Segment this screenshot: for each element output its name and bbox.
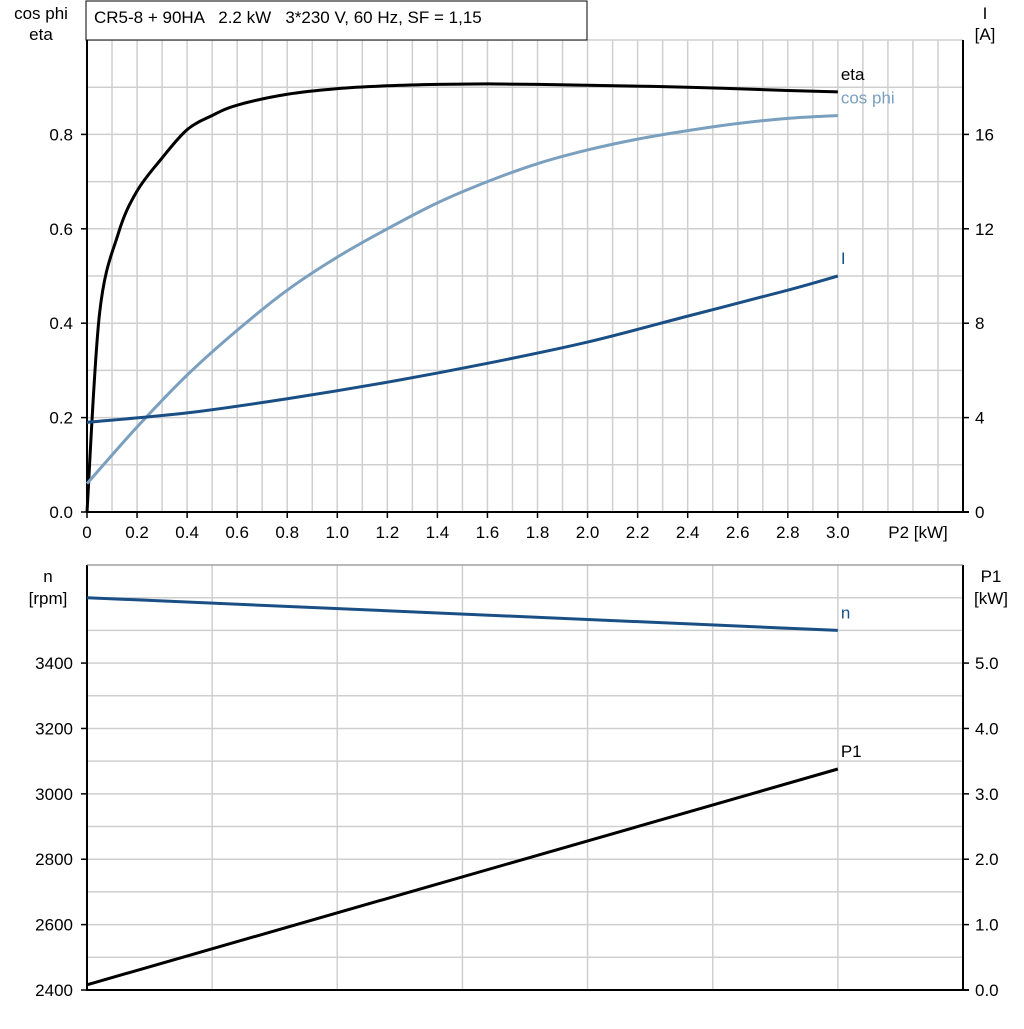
series-n-line [86, 596, 838, 632]
x-tick-label: 2.6 [726, 523, 750, 542]
x-tick-label: 1.2 [376, 523, 400, 542]
bottom-chart: 2400 2600 2800 3000 3200 3400 0.0 1.0 2.0 3.0 4.0 5… [35, 564, 999, 1000]
x-tick-label: 3.0 [826, 523, 850, 542]
left-tick-label: 0.2 [49, 409, 73, 428]
series-cos-phi-label: cos phi [841, 89, 895, 108]
left-tick-label: 0.4 [49, 314, 73, 333]
series-eta-label: eta [841, 65, 865, 84]
series-i-line [86, 274, 839, 424]
x-tick-label: 2.2 [626, 523, 650, 542]
series-p1-line [86, 767, 839, 987]
left-tick-label: 3400 [35, 654, 73, 673]
x-tick-label: 1.4 [426, 523, 450, 542]
right-tick-label: 5.0 [975, 654, 999, 673]
right-tick-label: 3.0 [975, 785, 999, 804]
left-axis-label-bottom-1: n [43, 567, 52, 586]
right-tick-label: 4.0 [975, 719, 999, 738]
left-tick-label: 0.0 [49, 503, 73, 522]
right-tick-label: 16 [975, 125, 994, 144]
series-cos-phi-line [85, 114, 838, 485]
right-tick-label: 12 [975, 220, 994, 239]
x-tick-label: 2.0 [576, 523, 600, 542]
x-tick-label: 1.0 [325, 523, 349, 542]
right-tick-label: 1.0 [975, 916, 999, 935]
left-tick-label: 2400 [35, 981, 73, 1000]
top-chart: 0.0 0.2 0.4 0.6 0.8 0 4 8 12 16 0 0.2 0.4 0.6 0.8 1.0 1.… [49, 39, 994, 542]
left-tick-label: 2600 [35, 916, 73, 935]
series-eta-line [85, 82, 838, 513]
right-axis-label-top-1: I [983, 4, 988, 23]
right-tick-label: 4 [975, 409, 984, 428]
right-tick-label: 2.0 [975, 850, 999, 869]
x-tick-label: 2.4 [676, 523, 700, 542]
chart-title: CR5-8 + 90HA 2.2 kW 3*230 V, 60 Hz, SF =… [94, 8, 482, 27]
right-tick-label: 0 [975, 503, 984, 522]
x-tick-label: 0.8 [275, 523, 299, 542]
right-axis-label-bottom-2: [kW] [974, 589, 1008, 608]
x-axis-label: P2 [kW] [888, 523, 948, 542]
title-box [85, 0, 588, 41]
right-tick-label: 8 [975, 314, 984, 333]
x-tick-label: 1.6 [476, 523, 500, 542]
right-axis-label-top-2: [A] [975, 25, 996, 44]
x-tick-label: 0.2 [125, 523, 149, 542]
series-p1-label: P1 [841, 742, 862, 761]
left-tick-label: 0.8 [49, 125, 73, 144]
x-tick-label: 0.6 [225, 523, 249, 542]
x-tick-label: 0.4 [175, 523, 199, 542]
x-tick-label: 0 [82, 523, 91, 542]
left-tick-label: 3000 [35, 785, 73, 804]
right-axis-label-bottom-1: P1 [981, 567, 1002, 586]
left-tick-label: 2800 [35, 850, 73, 869]
right-tick-label: 0.0 [975, 981, 999, 1000]
left-axis-label-top-1: cos phi [14, 4, 68, 23]
left-axis-label-bottom-2: [rpm] [29, 589, 68, 608]
series-i-label: I [841, 249, 846, 268]
left-tick-label: 0.6 [49, 220, 73, 239]
x-tick-label: 1.8 [526, 523, 550, 542]
x-tick-label: 2.8 [776, 523, 800, 542]
left-axis-label-top-2: eta [29, 25, 53, 44]
series-n-label: n [841, 603, 850, 622]
left-tick-label: 3200 [35, 719, 73, 738]
